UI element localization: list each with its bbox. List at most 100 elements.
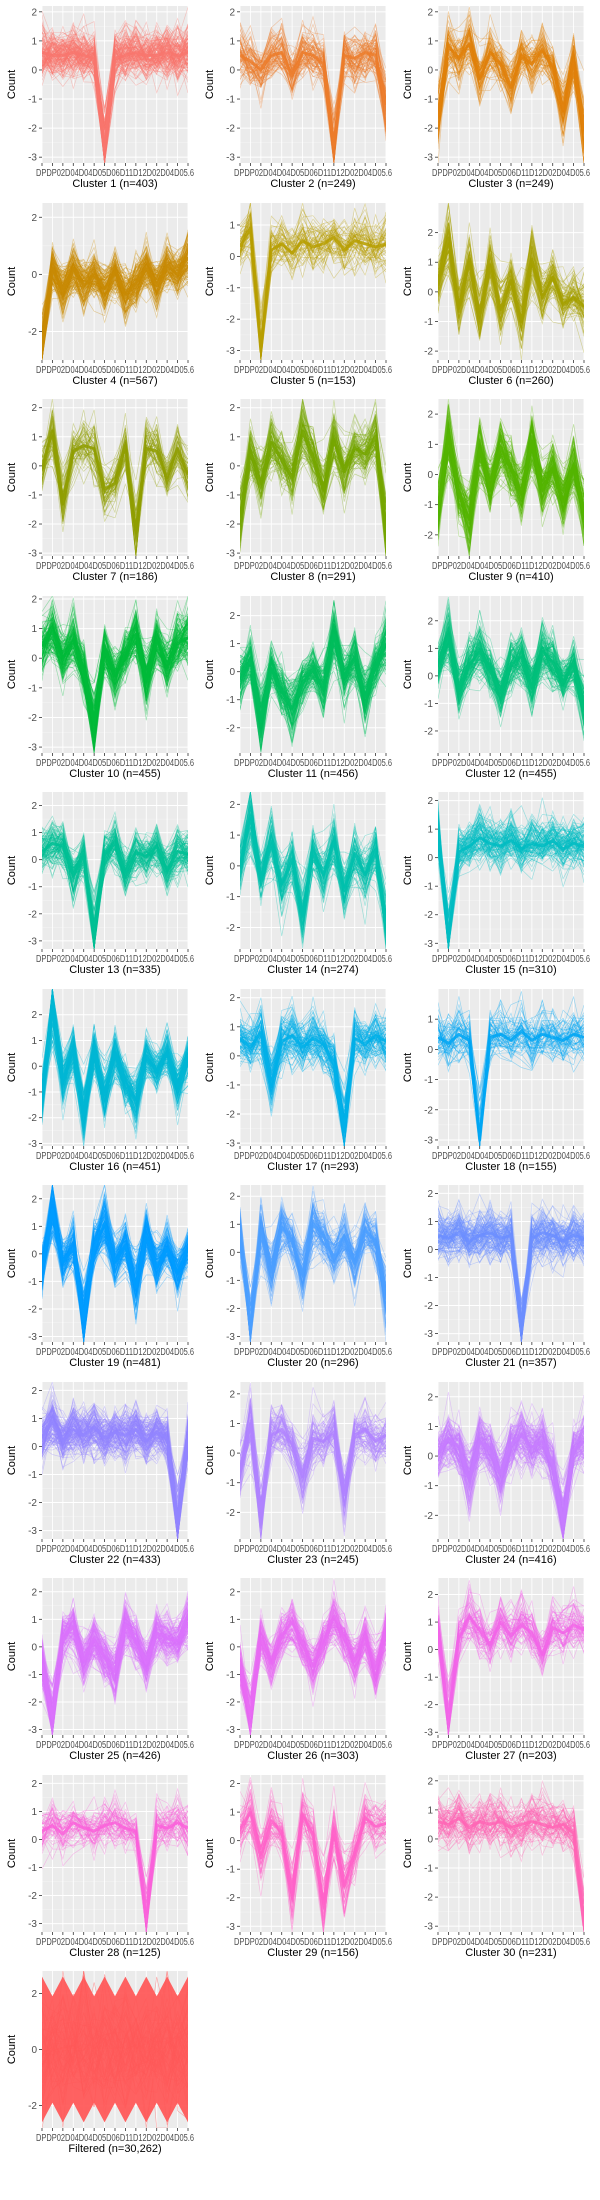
profile-line — [240, 209, 386, 313]
profile-line — [240, 819, 386, 933]
profile-line — [438, 1433, 584, 1503]
profile-line — [42, 1415, 188, 1530]
profile-line — [438, 828, 584, 915]
profile-line — [240, 40, 386, 149]
y-axis-label: Count — [6, 1839, 18, 1868]
mean-profile-line — [438, 42, 584, 132]
profile-line — [42, 263, 188, 339]
profile-line — [42, 248, 188, 340]
y-tick-label: -3 — [424, 1135, 433, 1146]
profile-line — [438, 1410, 584, 1505]
profile-line — [42, 2009, 188, 2084]
x-tick-labels: DPDP02D04D04D05D06D11D12D02D04D05.6 — [234, 1347, 392, 1358]
cluster-panel-23: -2-1012DPDP02D04D04D05D06D11D12D02D04D05… — [204, 1382, 392, 1566]
profile-line — [240, 1797, 386, 1899]
profile-line — [42, 1613, 188, 1735]
profile-line — [42, 1185, 188, 1321]
y-tick-label: -2 — [226, 1893, 235, 1904]
profile-line — [42, 51, 188, 149]
profile-line — [438, 1002, 584, 1112]
profile-line — [438, 443, 584, 553]
series-lines — [438, 1392, 584, 1539]
profile-line — [42, 633, 188, 713]
profile-line — [438, 636, 584, 710]
y-tick-label: -3 — [28, 1725, 37, 1736]
x-tick-labels: DPDP02D04D04D05D06D11D12D02D04D05.6 — [234, 1937, 392, 1948]
profile-line — [240, 825, 386, 930]
profile-line — [438, 821, 584, 933]
profile-line — [42, 620, 188, 717]
profile-line — [240, 23, 386, 144]
profile-line — [438, 827, 584, 949]
profile-line — [42, 1203, 188, 1296]
profile-line — [42, 1197, 188, 1283]
profile-line — [438, 1792, 584, 1905]
profile-line — [42, 1610, 188, 1705]
profile-line — [42, 1809, 188, 1926]
y-tick-label: -1 — [424, 1673, 433, 1684]
profile-line — [438, 646, 584, 705]
y-tick-label: -1 — [424, 1481, 433, 1492]
profile-line — [438, 1598, 584, 1692]
y-tick-label: -2 — [28, 1697, 37, 1708]
y-tick-label: 2 — [31, 801, 37, 812]
profile-line — [42, 1613, 188, 1727]
profile-line — [240, 1600, 386, 1704]
profile-line — [438, 1027, 584, 1146]
y-tick-label: -2 — [28, 1113, 37, 1124]
profile-line — [240, 1610, 386, 1735]
y-axis-label: Count — [402, 1053, 414, 1082]
profile-line — [42, 33, 188, 163]
cluster-panel-3: -3-2-1012DPDP02D04D04D05D06D11D12D02D04D… — [402, 6, 590, 190]
profile-line — [438, 1594, 584, 1726]
profile-line — [438, 1413, 584, 1501]
series-lines — [240, 1382, 386, 1539]
profile-line — [438, 632, 584, 717]
profile-line — [240, 1607, 386, 1701]
profile-line — [42, 1805, 188, 1932]
profile-line — [42, 1192, 188, 1314]
profile-line — [42, 259, 188, 344]
y-tick-label: 0 — [229, 1642, 235, 1653]
profile-line — [438, 632, 584, 717]
profile-line — [42, 1808, 188, 1928]
profile-line — [240, 213, 386, 326]
profile-line — [42, 1410, 188, 1492]
y-tick-label: 1 — [427, 440, 433, 451]
y-tick-label: 1 — [31, 1414, 37, 1425]
profile-line — [438, 1213, 584, 1342]
y-tick-label: -2 — [226, 520, 235, 531]
y-tick-label: -3 — [28, 1332, 37, 1343]
profile-line — [42, 838, 188, 935]
y-tick-label: 0 — [31, 1442, 37, 1453]
profile-line — [42, 989, 188, 1131]
profile-line — [42, 1197, 188, 1320]
profile-line — [240, 1623, 386, 1713]
profile-line — [42, 1407, 188, 1498]
series-lines — [438, 596, 584, 741]
cluster-panel-5: -3-2-101DPDP02D04D04D05D06D11D12D02D04D0… — [204, 203, 392, 387]
profile-line — [438, 1402, 584, 1515]
profile-line — [42, 38, 188, 163]
profile-line — [42, 1012, 188, 1115]
profile-line — [438, 824, 584, 949]
profile-line — [438, 1210, 584, 1342]
profile-line — [438, 30, 584, 122]
profile-line — [438, 1807, 584, 1918]
cluster-panel-14: -2-1012DPDP02D04D04D05D06D11D12D02D04D05… — [204, 792, 392, 976]
profile-line — [438, 607, 584, 708]
profile-line — [42, 1417, 188, 1539]
profile-line — [42, 623, 188, 740]
profile-line — [42, 996, 188, 1127]
profile-line — [42, 1597, 188, 1710]
profile-line — [42, 1805, 188, 1932]
profile-line — [240, 1024, 386, 1138]
profile-line — [42, 1607, 188, 1710]
profile-line — [438, 1606, 584, 1733]
profile-line — [42, 1212, 188, 1322]
y-tick-label: -1 — [424, 317, 433, 328]
profile-line — [42, 1793, 188, 1932]
profile-line — [42, 1197, 188, 1312]
profile-line — [42, 1213, 188, 1294]
profile-line — [42, 1198, 188, 1328]
